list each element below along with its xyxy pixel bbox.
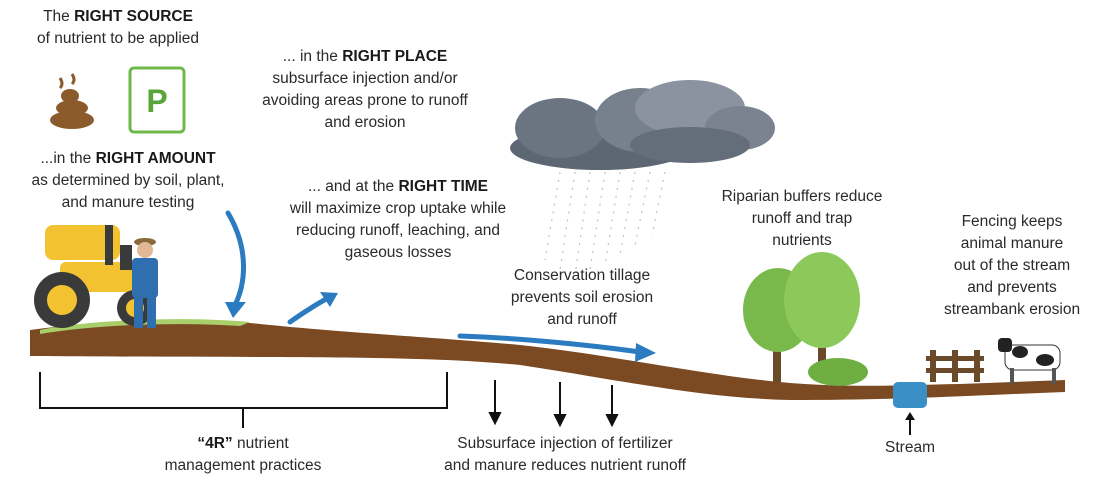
line: nutrients (722, 230, 883, 252)
emphasis: RIGHT SOURCE (74, 8, 193, 25)
emphasis: RIGHT TIME (398, 178, 488, 195)
line: Subsurface injection of fertilizer (444, 433, 686, 455)
emphasis: RIGHT AMOUNT (96, 150, 216, 167)
infographic: P The RIGHT SOURCE of nutrient to be app… (0, 0, 1093, 480)
line: and manure reduces nutrient runoff (444, 455, 686, 477)
line: will maximize crop uptake while (290, 198, 506, 220)
cow (998, 338, 1060, 384)
line: streambank erosion (944, 299, 1080, 321)
lead: ... and at the (308, 178, 398, 195)
right-time: ... and at the RIGHT TIME will maximize … (290, 176, 506, 264)
line: of nutrient to be applied (37, 28, 199, 50)
line: Fencing keeps (944, 211, 1080, 233)
tail: nutrient (233, 435, 289, 452)
rain (545, 172, 665, 275)
line: avoiding areas prone to runoff (262, 90, 468, 112)
line: runoff and trap (722, 208, 883, 230)
bag-label: P (146, 83, 167, 119)
line: subsurface injection and/or (262, 68, 468, 90)
line: and erosion (262, 112, 468, 134)
line: Conservation tillage (511, 265, 653, 287)
line: animal manure (944, 233, 1080, 255)
manure-icon (50, 74, 94, 129)
stream-pointer-head (905, 412, 915, 420)
stream-water (893, 382, 927, 408)
stream-label: Stream (885, 437, 935, 459)
lead: ... in the (283, 48, 342, 65)
line: Stream (885, 437, 935, 459)
bracket (40, 372, 447, 428)
illustration: P (0, 0, 1093, 480)
line: and prevents (944, 277, 1080, 299)
four-r-label: “4R” nutrient management practices (165, 433, 322, 477)
emphasis: RIGHT PLACE (342, 48, 447, 65)
fencing: Fencing keeps animal manure out of the s… (944, 211, 1080, 321)
line: as determined by soil, plant, (32, 170, 225, 192)
line: management practices (165, 455, 322, 477)
right-source: The RIGHT SOURCE of nutrient to be appli… (37, 6, 199, 50)
emphasis: “4R” (197, 435, 232, 452)
line: reducing runoff, leaching, and (290, 220, 506, 242)
line: out of the stream (944, 255, 1080, 277)
line: gaseous losses (290, 242, 506, 264)
riparian-buffers: Riparian buffers reduce runoff and trap … (722, 186, 883, 252)
line: and manure testing (32, 192, 225, 214)
lead: ...in the (40, 150, 95, 167)
right-place: ... in the RIGHT PLACE subsurface inject… (262, 46, 468, 134)
line: Riparian buffers reduce (722, 186, 883, 208)
lead: The (43, 8, 74, 25)
subsurface-injection: Subsurface injection of fertilizer and m… (444, 433, 686, 477)
trees (743, 252, 868, 386)
line: prevents soil erosion (511, 287, 653, 309)
line: and runoff (511, 309, 653, 331)
right-amount: ...in the RIGHT AMOUNT as determined by … (32, 148, 225, 214)
cloud (510, 80, 775, 170)
conservation-tillage: Conservation tillage prevents soil erosi… (511, 265, 653, 331)
injection-arrows (490, 380, 617, 425)
fence (926, 350, 984, 382)
